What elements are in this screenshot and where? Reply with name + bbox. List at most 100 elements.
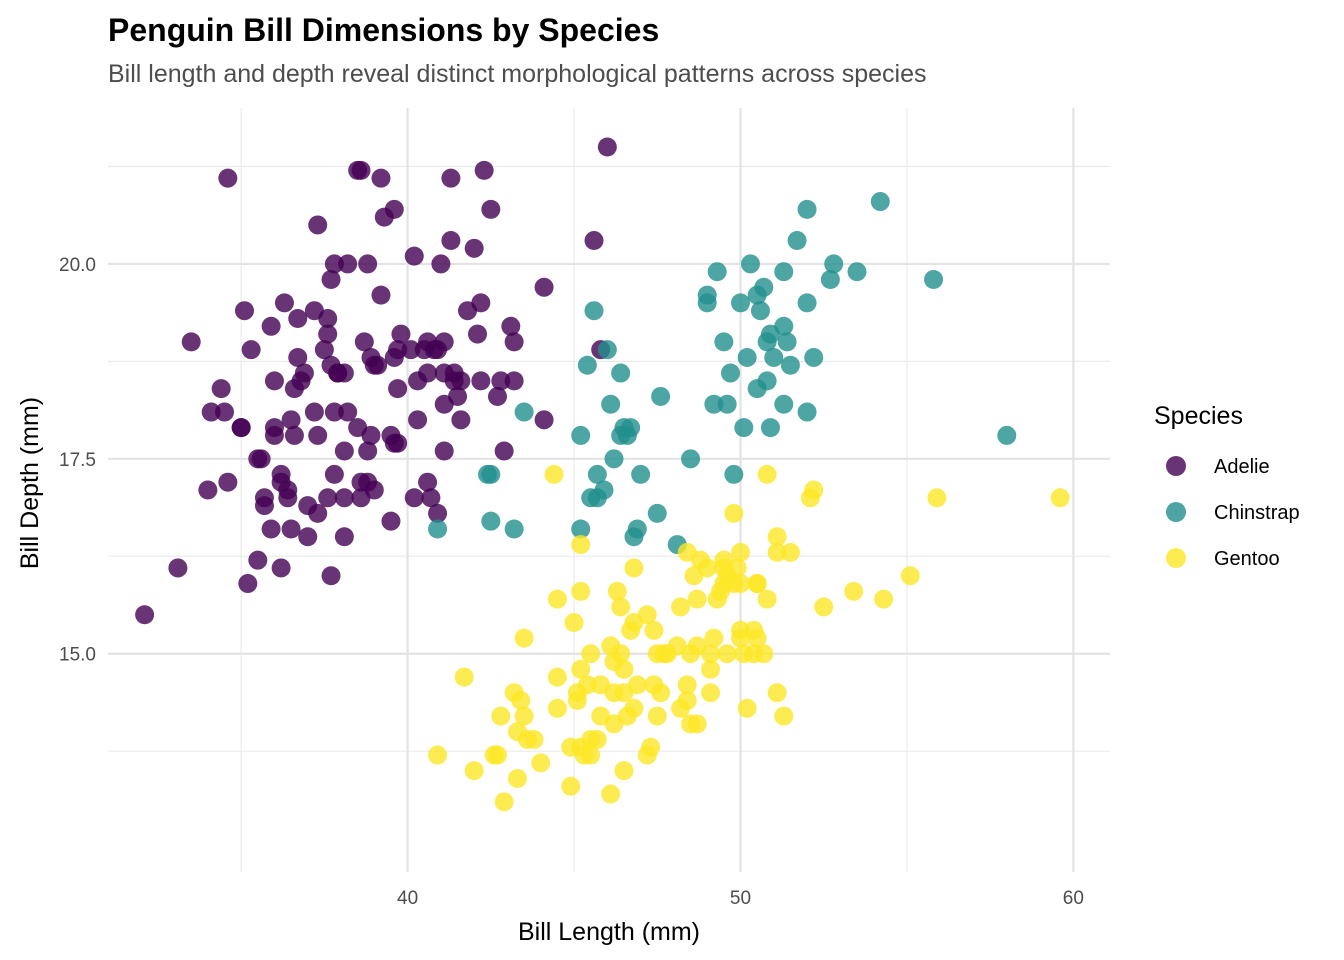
data-point (334, 488, 354, 508)
data-point (624, 558, 644, 578)
data-point (607, 581, 627, 601)
data-point (428, 745, 448, 765)
data-point (820, 270, 840, 290)
data-point (358, 254, 378, 274)
data-point (507, 768, 527, 788)
data-point (431, 254, 451, 274)
data-point (724, 464, 744, 484)
data-point (997, 425, 1017, 445)
data-point (321, 566, 341, 586)
data-point (587, 729, 607, 749)
data-point (774, 394, 794, 414)
data-point (351, 160, 371, 180)
data-point (847, 262, 867, 282)
data-point (338, 402, 358, 422)
data-point (318, 324, 338, 344)
data-point (404, 246, 424, 266)
data-point (797, 293, 817, 313)
data-point (491, 706, 511, 726)
data-point (787, 231, 807, 251)
data-point (368, 355, 388, 375)
data-point (740, 254, 760, 274)
data-point (464, 238, 484, 258)
data-point (797, 402, 817, 422)
data-point (288, 347, 308, 367)
data-point (774, 706, 794, 726)
data-points (135, 137, 1070, 812)
data-point (504, 519, 524, 539)
data-point (651, 683, 671, 703)
data-point (774, 262, 794, 282)
data-point (324, 254, 344, 274)
data-point (361, 425, 381, 445)
data-point (534, 410, 554, 430)
data-point (601, 394, 621, 414)
data-point (354, 332, 374, 352)
data-point (388, 379, 408, 399)
data-point (760, 418, 780, 438)
data-point (730, 620, 750, 640)
data-point (434, 441, 454, 461)
data-point (314, 340, 334, 360)
data-point (571, 519, 591, 539)
legend: Species Adelie Chinstrap Gentoo (1154, 402, 1300, 570)
data-point (281, 410, 301, 430)
data-point (511, 690, 531, 710)
data-point (571, 535, 591, 555)
data-point (611, 597, 631, 617)
data-point (308, 425, 328, 445)
data-point (777, 332, 797, 352)
data-point (754, 277, 774, 297)
data-point (767, 542, 787, 562)
data-point (441, 231, 461, 251)
data-point (468, 324, 488, 344)
data-point (448, 386, 468, 406)
data-point (597, 340, 617, 360)
data-point (281, 519, 301, 539)
series-gentoo (428, 464, 1070, 812)
data-point (201, 402, 221, 422)
data-point (504, 371, 524, 391)
data-point (677, 675, 697, 695)
legend-key-chinstrap (1166, 502, 1186, 522)
data-point (254, 488, 274, 508)
data-point (621, 418, 641, 438)
data-point (730, 293, 750, 313)
data-point (701, 644, 721, 664)
data-point (135, 605, 155, 625)
data-point (734, 418, 754, 438)
y-tick-label: 17.5 (59, 450, 96, 471)
data-point (697, 558, 717, 578)
data-point (571, 425, 591, 445)
data-point (428, 519, 448, 539)
data-point (804, 347, 824, 367)
data-point (251, 449, 271, 469)
data-point (238, 574, 258, 594)
data-point (624, 698, 644, 718)
data-point (421, 488, 441, 508)
data-point (434, 332, 454, 352)
legend-key-adelie (1166, 456, 1186, 476)
data-point (318, 488, 338, 508)
data-point (391, 324, 411, 344)
data-point (271, 558, 291, 578)
data-point (814, 597, 834, 617)
data-point (531, 753, 551, 773)
data-point (611, 363, 631, 383)
data-point (264, 425, 284, 445)
data-point (780, 355, 800, 375)
data-point (324, 402, 344, 422)
data-point (647, 706, 667, 726)
data-point (764, 347, 784, 367)
data-point (737, 698, 757, 718)
data-point (571, 659, 591, 679)
data-point (704, 628, 724, 648)
data-point (371, 285, 391, 305)
data-point (824, 254, 844, 274)
data-point (321, 270, 341, 290)
data-point (471, 371, 491, 391)
data-point (547, 667, 567, 687)
data-point (408, 410, 428, 430)
data-point (611, 644, 631, 664)
data-point (730, 542, 750, 562)
